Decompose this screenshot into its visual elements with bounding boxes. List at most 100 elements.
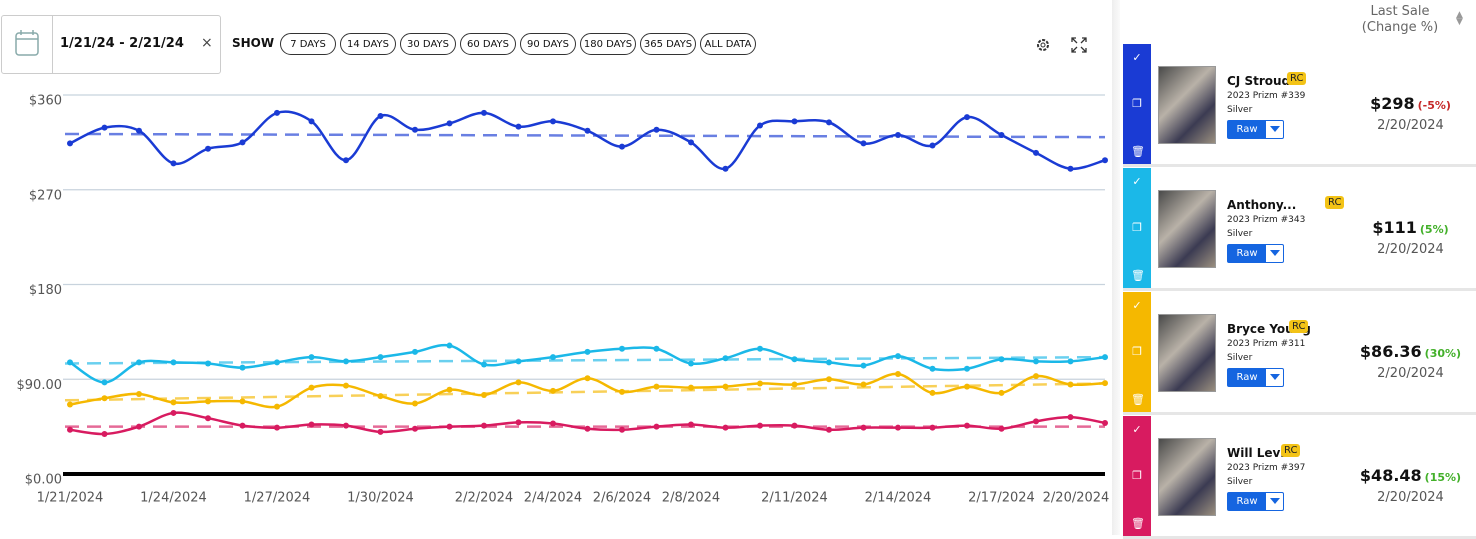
data-point — [412, 400, 418, 407]
data-point — [446, 423, 453, 430]
strip-icon[interactable]: 🗑 — [1131, 517, 1145, 530]
grade-dropdown[interactable]: Raw — [1227, 120, 1284, 139]
data-point — [550, 118, 556, 125]
y-tick-label: $0.00 — [25, 473, 62, 488]
strip-icon[interactable]: ❐ — [1132, 345, 1142, 358]
data-point — [860, 381, 867, 388]
data-point — [1102, 157, 1108, 164]
sort-icon[interactable]: ▲ ▼ — [1456, 10, 1463, 27]
sidebar-header[interactable]: Last Sale (Change %) — [1350, 4, 1450, 36]
strip-icon[interactable]: ❐ — [1132, 469, 1142, 482]
data-point — [515, 123, 522, 130]
data-point — [722, 383, 729, 390]
data-point — [964, 383, 970, 390]
card-set: 2023 Prizm #339 — [1227, 91, 1306, 101]
data-point — [722, 355, 729, 362]
x-tick-label: 2/2/2024 — [455, 491, 513, 506]
change-percent: (-5%) — [1417, 99, 1451, 112]
trend-line — [64, 132, 1106, 139]
data-point — [619, 426, 625, 433]
data-point — [826, 426, 832, 433]
data-point — [688, 360, 694, 367]
settings-icon[interactable] — [1033, 35, 1053, 55]
strip-icon[interactable]: ✓ — [1132, 423, 1142, 436]
strip-icon[interactable]: ❐ — [1132, 221, 1142, 234]
range-button[interactable]: 30 DAYS — [400, 33, 456, 55]
data-point — [550, 387, 556, 394]
strip-icon[interactable]: 🗑 — [1131, 269, 1145, 282]
range-button[interactable]: 14 DAYS — [340, 33, 396, 55]
x-tick-label: 1/30/2024 — [347, 491, 414, 506]
player-card[interactable]: ✓ ❐ 🗑 CJ Stroud RC 2023 Prizm #339 Silver Raw $2… — [1123, 44, 1476, 167]
strip-icon[interactable]: ❐ — [1132, 97, 1142, 110]
range-button[interactable]: 180 DAYS — [580, 33, 636, 55]
grade-dropdown[interactable]: Raw — [1227, 244, 1284, 263]
data-point — [481, 109, 487, 116]
player-card[interactable]: ✓ ❐ 🗑 Bryce Young RC 2023 Prizm #311 Silver Raw… — [1123, 292, 1476, 415]
data-point — [653, 383, 660, 390]
data-point — [343, 358, 349, 365]
rc-badge: RC — [1287, 72, 1307, 85]
data-point — [170, 359, 177, 366]
y-tick-label: $180 — [29, 283, 62, 298]
trend-line — [64, 355, 1106, 365]
data-point — [757, 380, 763, 387]
data-point — [136, 359, 142, 366]
price-row: $48.48 (15%) — [1348, 466, 1473, 485]
data-point — [239, 398, 246, 405]
strip-icon[interactable]: ✓ — [1132, 175, 1142, 188]
price-row: $86.36 (30%) — [1348, 342, 1473, 361]
data-point — [653, 126, 660, 133]
strip-icon[interactable]: ✓ — [1132, 299, 1142, 312]
date-picker[interactable]: 1/21/24 - 2/21/24 × — [1, 15, 221, 74]
range-button[interactable]: 7 DAYS — [280, 33, 336, 55]
clear-button[interactable]: × — [201, 35, 213, 51]
range-button[interactable]: 60 DAYS — [460, 33, 516, 55]
data-point — [412, 126, 418, 133]
rc-badge: RC — [1281, 444, 1301, 457]
grade-dropdown[interactable]: Raw — [1227, 492, 1284, 511]
strip-icon[interactable]: 🗑 — [1131, 393, 1145, 406]
x-tick-label: 2/20/2024 — [1043, 491, 1110, 506]
grade-dropdown[interactable]: Raw — [1227, 368, 1284, 387]
data-point — [67, 426, 73, 433]
player-card[interactable]: ✓ ❐ 🗑 Anthony... RC 2023 Prizm #343 Silver Raw $… — [1123, 168, 1476, 291]
last-sale-price: $86.36 — [1359, 342, 1422, 361]
data-point — [619, 388, 625, 395]
color-strip: ✓ ❐ 🗑 — [1123, 168, 1151, 288]
data-point — [791, 381, 798, 388]
data-point — [446, 386, 453, 393]
data-point — [136, 423, 142, 430]
data-point — [67, 359, 73, 366]
data-point — [1102, 419, 1108, 426]
data-point — [343, 382, 349, 389]
x-tick-label: 2/14/2024 — [865, 491, 932, 506]
strip-icon[interactable]: ✓ — [1132, 51, 1142, 64]
data-point — [205, 145, 211, 152]
range-button[interactable]: 90 DAYS — [520, 33, 576, 55]
data-point — [1067, 165, 1074, 172]
strip-icon[interactable]: 🗑 — [1131, 145, 1145, 158]
data-point — [170, 399, 177, 406]
data-point — [481, 422, 487, 429]
data-point — [1102, 380, 1108, 387]
data-point — [308, 118, 315, 125]
range-button[interactable]: ALL DATA — [700, 33, 756, 55]
x-tick-label: 2/4/2024 — [524, 491, 582, 506]
data-point — [722, 165, 729, 172]
change-percent: (5%) — [1419, 223, 1449, 236]
data-point — [446, 342, 453, 349]
data-point — [895, 132, 901, 139]
x-tick-label: 2/8/2024 — [662, 491, 720, 506]
player-card[interactable]: ✓ ❐ 🗑 Will Levis RC 2023 Prizm #397 Silver Raw $… — [1123, 416, 1476, 539]
data-point — [860, 424, 867, 431]
range-button[interactable]: 365 DAYS — [640, 33, 696, 55]
data-point — [722, 424, 729, 431]
card-variant: Silver — [1227, 229, 1253, 239]
data-point — [688, 384, 694, 391]
sale-date: 2/20/2024 — [1377, 490, 1444, 505]
data-point — [757, 422, 763, 429]
expand-icon[interactable] — [1069, 35, 1089, 55]
data-point — [653, 345, 660, 352]
grade-value: Raw — [1228, 493, 1266, 510]
